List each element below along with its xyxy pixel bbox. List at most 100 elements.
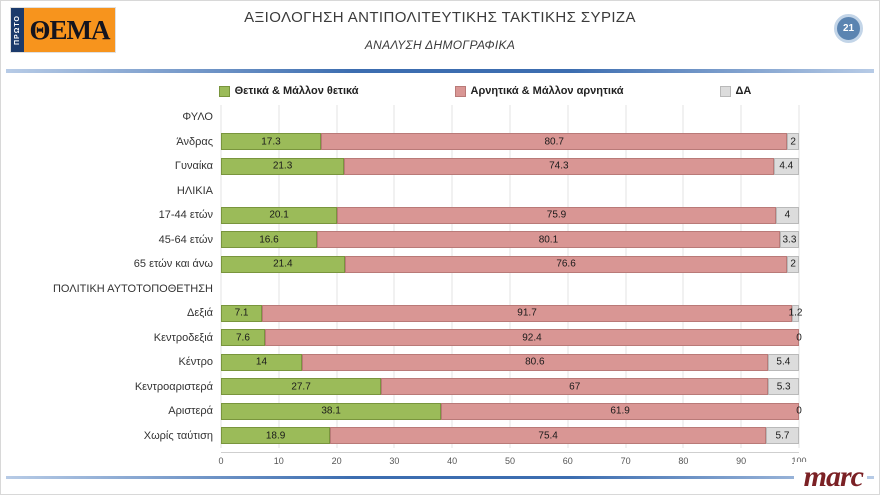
axis-tick-label: 10 — [273, 456, 284, 466]
bar-track: 7.6 92.4 0 — [221, 329, 802, 347]
row-label: 17-44 ετών — [158, 209, 213, 222]
chart-row: Αριστερά 38.1 61.9 0 — [11, 399, 802, 424]
chart-row: Γυναίκα 21.3 74.3 4.4 — [11, 154, 799, 179]
row-label: Κεντροαριστερά — [134, 380, 213, 393]
bar-value-label: 75.9 — [546, 209, 567, 221]
bar-segment-positive: 7.6 — [221, 329, 265, 347]
legend-swatch — [454, 85, 466, 97]
legend-label: ΔΑ — [735, 85, 752, 97]
bar-value-label: 67 — [569, 381, 581, 393]
bar-segment-negative: 76.6 — [344, 255, 788, 273]
bar-value-label: 80.1 — [538, 234, 559, 246]
chart-row: 45-64 ετών 16.6 80.1 3.3 — [11, 228, 799, 253]
bar-value-label: 61.9 — [610, 405, 630, 417]
bar-segment-negative: 75.9 — [337, 206, 776, 224]
logo-proto-text: ΠΡΩΤΟ — [11, 8, 24, 52]
bar-segment-negative: 67 — [381, 378, 769, 396]
chart-row: Κέντρο 14 80.6 5.4 — [11, 350, 799, 375]
bar-value-label: 3.3 — [782, 234, 797, 246]
bar-segment-positive: 21.4 — [221, 255, 345, 273]
group-row: ΠΟΛΙΤΙΚΗ ΑΥΤΟΤΟΠΟΘΕΤΗΣΗ — [11, 277, 799, 302]
row-label: 65 ετών και άνω — [133, 258, 213, 271]
bar-track: 14 80.6 5.4 — [221, 353, 799, 371]
legend-swatch — [719, 85, 731, 97]
bar-segment-negative: 74.3 — [344, 157, 774, 175]
x-axis: 0 10 20 30 40 50 60 70 80 90 100 — [218, 452, 807, 469]
bar-segment-dk: 3.3 — [779, 231, 799, 249]
bar-track: 38.1 61.9 0 — [221, 402, 802, 420]
bar-segment-negative: 75.4 — [330, 427, 767, 445]
bar-value-label: 2 — [790, 258, 796, 270]
bar-segment-positive: 14 — [221, 353, 302, 371]
bar-segment-dk: 2 — [787, 255, 799, 273]
bar-track — [221, 182, 799, 199]
bar-value-label: 5.4 — [776, 356, 791, 368]
bar-value-label: 16.6 — [259, 234, 279, 246]
page-number-badge: 21 — [834, 14, 863, 43]
bar-value-label: 74.3 — [549, 160, 569, 172]
gridline — [625, 105, 627, 448]
axis-tick-label: 50 — [504, 456, 516, 466]
bar-value-label: 92.4 — [522, 332, 542, 344]
bar-value-label: 80.6 — [525, 356, 545, 368]
bar-segment-dk: 5.4 — [767, 353, 799, 371]
gridline — [740, 105, 742, 448]
bar-segment-dk: 5.7 — [766, 427, 799, 445]
bar-value-label: 4.4 — [779, 160, 794, 172]
gridline — [393, 105, 395, 448]
bar-value-label: 75.4 — [538, 430, 558, 442]
bar-value-label: 76.6 — [556, 258, 576, 270]
bar-value-label: 0 — [796, 332, 802, 344]
page-title: ΑΞΙΟΛΟΓΗΣΗ ΑΝΤΙΠΟΛΙΤΕΥΤΙΚΗΣ ΤΑΚΤΙΚΗΣ ΣΥΡ… — [244, 9, 636, 26]
bar-segment-positive: 7.1 — [221, 304, 263, 322]
bar-segment-dk: 2 — [787, 133, 799, 151]
header-divider — [6, 69, 874, 73]
bar-value-label: 7.1 — [234, 307, 249, 319]
legend-item: ΔΑ — [719, 85, 752, 97]
footer-divider — [6, 476, 874, 479]
bar-value-label: 20.1 — [269, 209, 289, 221]
chart-area: Θετικά & Μάλλον θετικά Αρνητικά & Μάλλον … — [11, 85, 807, 469]
chart-row: Χωρίς ταύτιση 18.9 75.4 5.7 — [11, 424, 799, 449]
bar-value-label: 27.7 — [291, 381, 311, 393]
bar-value-label: 80.7 — [544, 136, 564, 148]
bar-segment-negative: 91.7 — [262, 304, 793, 322]
bar-segment-negative: 92.4 — [264, 329, 799, 347]
bar-segment-positive: 21.3 — [221, 157, 345, 175]
bar-segment-positive: 38.1 — [221, 402, 442, 420]
bar-value-label: 7.6 — [236, 332, 250, 344]
axis-tick-label: 80 — [678, 456, 689, 466]
group-row: ΦΥΛΟ — [11, 105, 799, 130]
bar-value-label: 38.1 — [321, 405, 341, 417]
row-label: Κεντροδεξιά — [153, 331, 213, 344]
row-label: Γυναίκα — [174, 160, 213, 173]
group-label: ΦΥΛΟ — [182, 111, 213, 124]
bar-track: 18.9 75.4 5.7 — [221, 427, 799, 445]
axis-tick-label: 20 — [331, 456, 342, 466]
axis-tick-label: 30 — [389, 456, 400, 466]
chart-row: Κεντροδεξιά 7.6 92.4 0 — [11, 326, 802, 351]
bar-value-label: 2 — [790, 136, 796, 148]
row-label: Δεξιά — [187, 307, 213, 320]
header: ΠΡΩΤΟ ΘΕΜΑ ΑΞΙΟΛΟΓΗΣΗ ΑΝΤΙΠΟΛΙΤΕΥΤΙΚΗΣ Τ… — [1, 1, 879, 67]
bar-value-label: 5.3 — [776, 381, 791, 393]
gridline — [220, 105, 222, 448]
chart-plot: ΦΥΛΟ Άνδρας 17.3 80.7 2 Γυναίκα 21.3 74.3 4.4 ΗΛΙ… — [11, 105, 802, 449]
axis-tick-label: 0 — [218, 456, 224, 466]
row-label: Κέντρο — [178, 356, 213, 369]
bar-value-label: 18.9 — [265, 430, 286, 442]
bar-segment-dk: 1.2 — [789, 304, 802, 322]
bar-segment-dk: 4 — [775, 206, 799, 224]
axis-tick-label: 100 — [791, 456, 807, 466]
row-label: 45-64 ετών — [158, 233, 213, 246]
bar-segment-negative: 61.9 — [441, 402, 799, 420]
legend-label: Αρνητικά & Μάλλον αρνητικά — [470, 85, 624, 97]
gridlines-layer — [220, 105, 800, 448]
protothema-logo: ΠΡΩΤΟ ΘΕΜΑ — [11, 8, 115, 52]
bar-track: 20.1 75.9 4 — [221, 206, 799, 224]
bar-value-label: 91.7 — [517, 307, 537, 319]
logo-thema-text: ΘΕΜΑ — [29, 14, 111, 45]
group-label: ΗΛΙΚΙΑ — [176, 184, 213, 197]
row-label: Άνδρας — [176, 135, 213, 148]
axis-tick-label: 60 — [562, 456, 573, 466]
